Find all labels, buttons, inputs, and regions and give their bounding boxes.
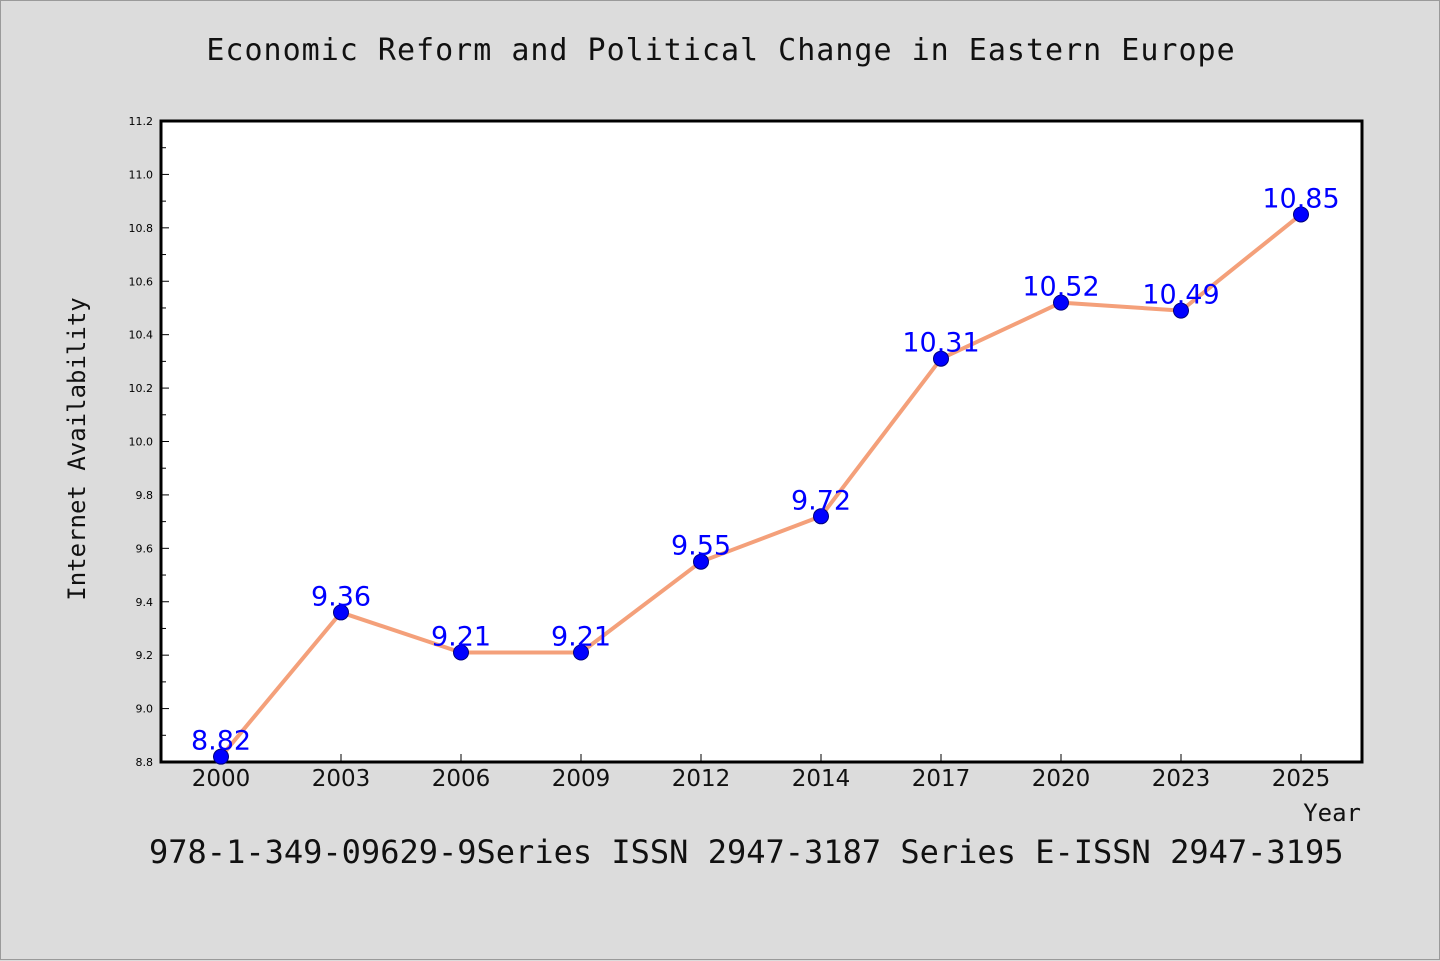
- series-line: [219, 212, 1303, 759]
- data-point: [1053, 294, 1069, 311]
- data-point: [453, 644, 469, 661]
- data-label: 9.21: [551, 621, 611, 652]
- x-tick-label: 2012: [672, 766, 731, 792]
- y-tick-label: 10.4: [129, 329, 154, 342]
- x-tick-label: 2017: [912, 766, 971, 792]
- data-point: [333, 604, 349, 621]
- y-tick-label: 10.0: [129, 436, 154, 449]
- data-label: 9.55: [671, 531, 731, 562]
- data-label: 9.21: [431, 621, 491, 652]
- x-axis-label: Year: [1303, 799, 1361, 827]
- data-point: [573, 644, 589, 661]
- data-label: 10.52: [1022, 272, 1099, 303]
- y-tick-label: 9.4: [136, 596, 154, 609]
- x-tick-label: 2014: [792, 766, 851, 792]
- x-tick-label: 2020: [1032, 766, 1091, 792]
- data-point: [933, 350, 949, 367]
- y-tick-label: 10.8: [129, 222, 154, 235]
- y-tick-label: 10.6: [129, 275, 154, 288]
- data-point: [213, 748, 229, 765]
- data-label: 10.85: [1262, 183, 1339, 214]
- x-tick-label: 2025: [1272, 766, 1331, 792]
- data-label: 8.82: [191, 726, 251, 757]
- y-axis-label: Internet Availability: [63, 297, 91, 600]
- data-label: 9.36: [311, 581, 371, 612]
- x-tick-label: 2000: [192, 766, 251, 792]
- plot-frame: [159, 119, 1364, 764]
- x-tick-label: 2003: [312, 766, 371, 792]
- y-tick-label: 11.0: [129, 168, 154, 181]
- chart-title: Economic Reform and Political Change in …: [206, 33, 1236, 68]
- y-tick-label: 9.0: [136, 703, 154, 716]
- data-label: 9.72: [791, 485, 851, 516]
- x-tick-label: 2023: [1152, 766, 1211, 792]
- data-label: 10.49: [1142, 280, 1219, 311]
- y-tick-label: 10.2: [129, 382, 154, 395]
- y-tick-label: 8.8: [136, 756, 154, 769]
- data-label: 10.31: [902, 328, 979, 359]
- y-tick-label: 9.6: [136, 542, 154, 555]
- x-tick-label: 2009: [552, 766, 611, 792]
- data-point: [693, 553, 709, 570]
- footer-isbn-text: 978-1-349-09629-9Series ISSN 2947-3187 S…: [149, 833, 1344, 871]
- plot-area: [161, 121, 1362, 762]
- y-tick-label: 11.2: [129, 115, 154, 128]
- data-point: [1293, 206, 1309, 223]
- y-tick-label: 9.8: [136, 489, 154, 502]
- y-tick-label: 9.2: [136, 649, 154, 662]
- data-point: [813, 508, 829, 525]
- data-point: [1173, 302, 1189, 319]
- x-tick-label: 2006: [432, 766, 491, 792]
